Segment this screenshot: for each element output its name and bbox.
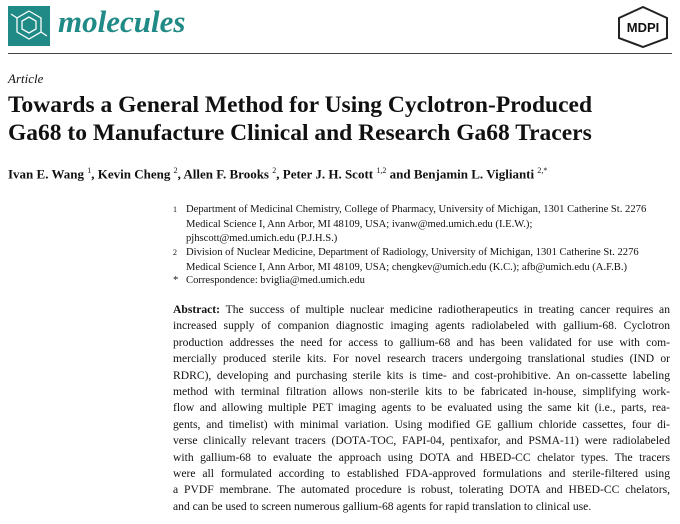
abstract-text: The success of multiple nuclear medicine… [225, 303, 670, 316]
author-separator: , [276, 166, 280, 182]
author-affiliation: 1 [87, 166, 92, 175]
abstract-text: with gallium-68 to evaluate the approach… [173, 450, 670, 464]
author-name: Allen F. Brooks [183, 166, 269, 182]
abstract-line: RDRC), developing and purchasing sterile… [173, 369, 670, 382]
abstract-text: production addresses the need for access… [173, 335, 670, 349]
journal-logo [8, 6, 50, 46]
abstract-line: increased supply of companion diagnostic… [173, 319, 670, 332]
affiliation-number: 2 [173, 248, 177, 257]
affiliation-line: Medical Science I, Ann Arbor, MI 48109, … [186, 218, 533, 230]
author-name: Benjamin L. Viglianti [413, 166, 535, 182]
abstract-text: were all formulated according to establi… [173, 467, 670, 480]
journal-name: molecules [58, 4, 186, 39]
affiliation-line: Department of Medicinal Chemistry, Colle… [186, 204, 647, 215]
publisher-logo: MDPI [618, 6, 668, 48]
abstract-line: verse clinically relevant tracers (DOTA-… [173, 434, 670, 447]
author-name: Ivan E. Wang [8, 166, 84, 182]
abstract-line: and can be used to screen numerous galli… [173, 500, 670, 513]
abstract-line: mercially produced sterile kits. For nov… [173, 352, 670, 365]
abstract-line: method with terminal filtration allows n… [173, 385, 670, 398]
author-name: Kevin Cheng [97, 166, 171, 182]
abstract-line: flow and allowing multiple PET imaging a… [173, 401, 670, 414]
title-line: Towards a General Method for Using Cyclo… [8, 92, 593, 118]
affiliation-number: * [173, 275, 179, 286]
abstract-text: and can be used to screen numerous galli… [173, 499, 592, 513]
abstract-text: flow and allowing multiple PET imaging a… [173, 401, 670, 415]
abstract-line: were all formulated according to establi… [173, 467, 670, 480]
author-separator: , [177, 166, 181, 182]
author-separator: , [91, 166, 95, 182]
author-affiliation: 2 [173, 166, 178, 175]
abstract-line: with gallium-68 to evaluate the approach… [173, 451, 670, 464]
abstract-text: a PVDF membrane. The automated procedure… [173, 483, 670, 497]
title-line: Ga68 to Manufacture Clinical and Researc… [8, 120, 592, 146]
abstract-text: increased supply of companion diagnostic… [173, 319, 670, 333]
author-separator: and [389, 166, 411, 182]
abstract-text: verse clinically relevant tracers (DOTA-… [173, 434, 670, 448]
affiliation-line: pjhscott@med.umich.edu (P.J.H.S.) [186, 233, 338, 244]
author-affiliation: 1,2 [376, 166, 387, 175]
abstract-line: gents, and timelist) with minimal variat… [173, 418, 670, 431]
abstract-line: production addresses the need for access… [173, 336, 670, 349]
affiliation-number: 1 [173, 205, 177, 214]
author-affiliation: 2 [272, 166, 277, 175]
header-rule [8, 53, 672, 54]
affiliation-line: Correspondence: bviglia@med.umich.edu [186, 275, 365, 286]
affiliation-line: Division of Nuclear Medicine, Department… [186, 247, 639, 258]
abstract-line: Abstract: The success of multiple nuclea… [173, 303, 670, 316]
abstract-text: mercially produced sterile kits. For nov… [173, 352, 670, 366]
abstract-text: method with terminal filtration allows n… [173, 385, 670, 398]
author-name: Peter J. H. Scott [282, 166, 374, 182]
abstract-line: a PVDF membrane. The automated procedure… [173, 483, 670, 496]
article-type: Article [8, 71, 44, 86]
author-affiliation: 2,* [537, 166, 548, 175]
abstract-text: RDRC), developing and purchasing sterile… [173, 368, 670, 382]
abstract-text: gents, and timelist) with minimal variat… [173, 417, 670, 431]
author-list: Ivan E. Wang 1, Kevin Cheng 2, Allen F. … [8, 166, 547, 182]
abstract-label: Abstract: [173, 303, 221, 316]
publisher-name: MDPI [627, 20, 660, 35]
affiliation-line: Medical Science I, Ann Arbor, MI 48109, … [186, 261, 628, 273]
